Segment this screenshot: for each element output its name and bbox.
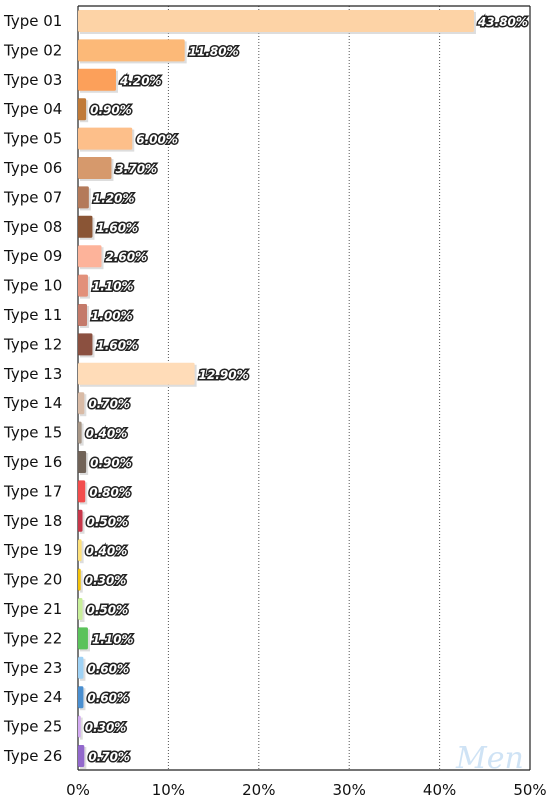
category-label: Type 04 xyxy=(3,100,62,118)
category-label: Type 05 xyxy=(3,130,62,148)
data-label: 1.20% xyxy=(93,191,135,205)
data-label: 3.70% xyxy=(115,162,157,176)
bar xyxy=(78,627,88,650)
data-label: 0.70% xyxy=(88,750,130,764)
data-label: 0.60% xyxy=(87,691,129,705)
data-label: 0.40% xyxy=(86,427,128,441)
category-label: Type 07 xyxy=(3,188,62,206)
bar-shadow xyxy=(80,717,83,740)
grid-lines xyxy=(77,5,531,771)
bar xyxy=(78,392,85,415)
data-label: 0.30% xyxy=(85,574,127,588)
category-label: Type 03 xyxy=(3,71,62,89)
x-tick-label: 0% xyxy=(66,781,90,799)
bar xyxy=(78,568,81,591)
value-labels: 43.80% 11.80% 4.20% 0.90% 6.00% 3.70% 1.20% 1.6… xyxy=(83,14,529,766)
category-label: Type 18 xyxy=(3,512,62,530)
category-label: Type 14 xyxy=(3,394,62,412)
data-label: 1.10% xyxy=(92,632,134,646)
bar xyxy=(78,245,102,268)
category-label: Type 15 xyxy=(3,424,62,442)
category-label: Type 23 xyxy=(3,659,62,677)
data-label: 1.00% xyxy=(91,309,133,323)
bar xyxy=(78,98,87,121)
bar xyxy=(78,10,474,32)
category-label: Type 10 xyxy=(3,277,62,295)
bar-shadow xyxy=(80,570,83,593)
bars xyxy=(78,10,476,769)
category-label: Type 13 xyxy=(3,365,62,383)
data-label: 1.60% xyxy=(96,221,138,235)
bar xyxy=(78,421,82,444)
x-axis-ticks: 0% 10% 20% 30% 40% 50% xyxy=(66,781,547,799)
data-label: 12.90% xyxy=(199,368,249,382)
bar xyxy=(78,745,85,767)
data-label: 0.80% xyxy=(89,485,131,499)
data-label: 43.80% xyxy=(477,15,528,29)
data-label: 1.60% xyxy=(96,338,138,352)
category-label: Type 09 xyxy=(3,247,62,265)
data-label: 0.30% xyxy=(85,721,127,735)
bar xyxy=(78,509,83,532)
data-label: 4.20% xyxy=(119,74,162,88)
data-label: 6.00% xyxy=(136,133,178,147)
bar xyxy=(78,304,88,326)
bar xyxy=(78,157,112,179)
x-tick-label: 10% xyxy=(152,781,185,799)
bar xyxy=(78,598,83,620)
x-tick-label: 20% xyxy=(242,781,275,799)
bar xyxy=(78,715,81,738)
category-label: Type 21 xyxy=(3,600,62,618)
category-label: Type 06 xyxy=(3,159,62,177)
bar xyxy=(78,686,84,709)
watermark: Men xyxy=(455,741,524,776)
x-tick-label: 30% xyxy=(333,781,366,799)
category-label: Type 16 xyxy=(3,453,62,471)
data-label: 0.50% xyxy=(87,515,129,529)
bar xyxy=(78,333,93,356)
data-label: 11.80% xyxy=(189,44,239,58)
bar xyxy=(78,68,116,91)
x-tick-label: 50% xyxy=(513,781,546,799)
category-label: Type 26 xyxy=(3,747,62,765)
bar xyxy=(78,656,84,679)
data-label: 0.90% xyxy=(90,456,132,470)
category-label: Type 19 xyxy=(3,541,62,559)
bar xyxy=(78,186,89,209)
bar xyxy=(78,215,93,238)
data-label: 0.60% xyxy=(87,662,129,676)
category-label: Type 01 xyxy=(3,12,62,30)
bar-shadow xyxy=(80,541,84,564)
bar xyxy=(78,480,86,503)
category-label: Type 11 xyxy=(3,306,62,324)
category-labels: Type 01 Type 02 Type 03 Type 04 Type 05 Type … xyxy=(3,12,62,765)
category-label: Type 12 xyxy=(3,335,62,353)
x-tick-label: 40% xyxy=(423,781,456,799)
data-label: 0.50% xyxy=(87,603,129,617)
data-label: 0.70% xyxy=(88,397,130,411)
category-label: Type 02 xyxy=(3,41,62,59)
bar xyxy=(78,274,88,297)
bar xyxy=(78,39,185,62)
bar xyxy=(78,127,133,150)
category-label: Type 22 xyxy=(3,629,62,647)
data-label: 1.10% xyxy=(92,280,134,294)
category-label: Type 17 xyxy=(3,482,62,500)
data-label: 2.60% xyxy=(106,250,148,264)
category-label: Type 08 xyxy=(3,218,62,236)
category-label: Type 20 xyxy=(3,571,62,589)
bar xyxy=(78,362,195,385)
bar xyxy=(78,451,87,473)
data-label: 0.40% xyxy=(86,544,128,558)
data-label: 0.90% xyxy=(90,103,132,117)
category-label: Type 25 xyxy=(3,718,62,736)
bar-shadow xyxy=(80,423,84,446)
bar xyxy=(78,539,82,562)
category-label: Type 24 xyxy=(3,688,62,706)
